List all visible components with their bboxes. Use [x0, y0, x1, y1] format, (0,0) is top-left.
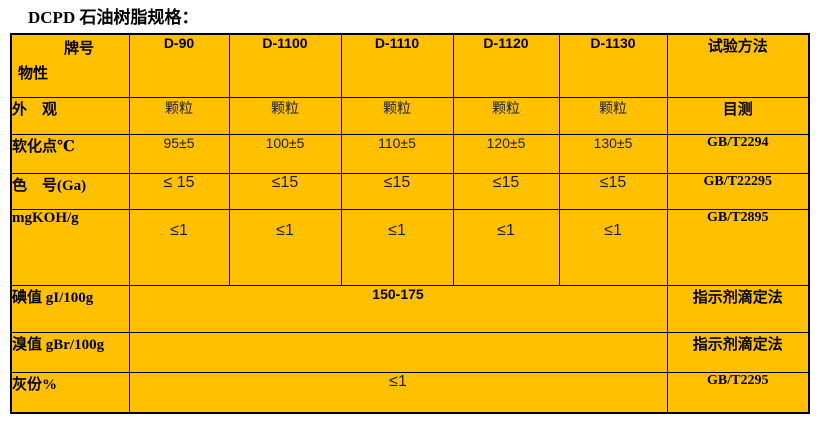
spec-value-cell: ≤ 15 — [128, 172, 230, 210]
spec-value-cell: ≤1 — [452, 208, 560, 286]
column-header: D-1130 — [558, 33, 668, 98]
row-label: 软化点℃ — [10, 133, 130, 174]
spec-value-cell: 95±5 — [128, 133, 230, 174]
spec-value-cell: 颗粒 — [452, 96, 560, 135]
spec-value-cell: ≤1 — [340, 208, 454, 286]
spec-value-cell: 100±5 — [228, 133, 342, 174]
test-method-cell: GB/T2295 — [666, 371, 810, 414]
spec-table: 牌号 物性 D-90 D-1100 D-1110 D-1120 D-1130 试… — [10, 33, 810, 414]
spec-value-cell: 110±5 — [340, 133, 454, 174]
spec-value-cell: 120±5 — [452, 133, 560, 174]
spec-value-cell-merged: 150-175 — [128, 284, 668, 333]
corner-cell: 牌号 物性 — [10, 33, 130, 98]
test-method-cell: 目测 — [666, 96, 810, 135]
spec-value-cell-merged — [128, 331, 668, 373]
spec-value-cell: ≤15 — [228, 172, 342, 210]
spec-value-cell: ≤1 — [228, 208, 342, 286]
spec-value-cell: 颗粒 — [228, 96, 342, 135]
spec-value-cell: ≤1 — [558, 208, 668, 286]
spec-value-cell: 颗粒 — [558, 96, 668, 135]
column-header: D-1120 — [452, 33, 560, 98]
spec-value-cell: ≤15 — [558, 172, 668, 210]
row-label: 色 号(Ga) — [10, 172, 130, 210]
spec-value-cell-merged: ≤1 — [128, 371, 668, 414]
corner-brand-label: 牌号 — [64, 40, 95, 57]
spec-value-cell: 颗粒 — [128, 96, 230, 135]
row-label: 溴值 gBr/100g — [10, 331, 130, 373]
test-method-cell: 指示剂滴定法 — [666, 284, 810, 333]
row-label: mgKOH/g — [10, 208, 130, 286]
spec-value-cell: 颗粒 — [340, 96, 454, 135]
column-header: D-1110 — [340, 33, 454, 98]
test-method-cell: 指示剂滴定法 — [666, 331, 810, 373]
row-label: 外 观 — [10, 96, 130, 135]
spec-value-cell: ≤15 — [340, 172, 454, 210]
column-header-test-method: 试验方法 — [666, 33, 810, 98]
spec-value-cell: ≤15 — [452, 172, 560, 210]
test-method-cell: GB/T22295 — [666, 172, 810, 210]
corner-property-label: 物性 — [18, 65, 49, 82]
table-row: 外 观 颗粒 颗粒 颗粒 颗粒 颗粒 目测 — [10, 96, 810, 135]
table-row: 灰份% ≤1 GB/T2295 — [10, 371, 810, 414]
spec-value-cell: 130±5 — [558, 133, 668, 174]
table-row: mgKOH/g ≤1 ≤1 ≤1 ≤1 ≤1 GB/T2895 — [10, 208, 810, 286]
test-method-cell: GB/T2294 — [666, 133, 810, 174]
column-header: D-90 — [128, 33, 230, 98]
test-method-cell: GB/T2895 — [666, 208, 810, 286]
table-row: 色 号(Ga) ≤ 15 ≤15 ≤15 ≤15 ≤15 GB/T22295 — [10, 172, 810, 210]
page-title: DCPD 石油树脂规格： — [28, 8, 199, 27]
header-row: 牌号 物性 D-90 D-1100 D-1110 D-1120 D-1130 试… — [10, 33, 810, 98]
row-label: 灰份% — [10, 371, 130, 414]
column-header: D-1100 — [228, 33, 342, 98]
table-row: 溴值 gBr/100g 指示剂滴定法 — [10, 331, 810, 373]
row-label: 碘值 gI/100g — [10, 284, 130, 333]
spec-value-cell: ≤1 — [128, 208, 230, 286]
table-row: 碘值 gI/100g 150-175 指示剂滴定法 — [10, 284, 810, 333]
table-row: 软化点℃ 95±5 100±5 110±5 120±5 130±5 GB/T22… — [10, 133, 810, 174]
